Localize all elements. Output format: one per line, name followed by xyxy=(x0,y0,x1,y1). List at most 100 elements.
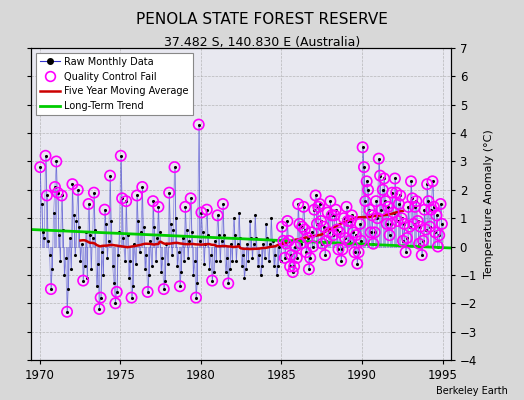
Point xyxy=(133,192,141,199)
Point xyxy=(349,229,357,236)
Point xyxy=(192,294,200,301)
Point xyxy=(325,229,333,236)
Point xyxy=(422,226,430,233)
Point xyxy=(192,294,200,301)
Point xyxy=(168,252,176,258)
Point xyxy=(340,215,348,221)
Point xyxy=(162,240,171,247)
Point xyxy=(311,192,320,199)
Point xyxy=(354,249,363,256)
Point xyxy=(287,252,296,258)
Point xyxy=(189,272,198,278)
Point xyxy=(428,178,436,184)
Point xyxy=(383,221,391,227)
Point xyxy=(385,232,394,238)
Point xyxy=(438,221,446,227)
Point xyxy=(237,263,246,270)
Point xyxy=(353,260,362,267)
Point xyxy=(103,255,112,261)
Point xyxy=(58,192,66,199)
Point xyxy=(263,235,271,241)
Point xyxy=(258,263,266,270)
Point xyxy=(117,152,125,159)
Point xyxy=(337,258,345,264)
Point xyxy=(377,206,386,213)
Point xyxy=(416,224,424,230)
Point xyxy=(122,198,130,204)
Point xyxy=(397,215,406,221)
Point xyxy=(137,229,145,236)
Point xyxy=(381,198,390,204)
Point xyxy=(389,209,398,216)
Point xyxy=(248,255,257,261)
Point xyxy=(216,258,224,264)
Point xyxy=(99,272,107,278)
Point xyxy=(394,218,402,224)
Point xyxy=(151,258,160,264)
Point xyxy=(318,240,326,247)
Point xyxy=(275,243,283,250)
Point xyxy=(127,294,136,301)
Point xyxy=(184,255,192,261)
Point xyxy=(413,218,422,224)
Point xyxy=(423,181,431,187)
Point xyxy=(332,206,340,213)
Point xyxy=(422,226,430,233)
Point xyxy=(372,198,380,204)
Point xyxy=(144,289,152,295)
Point xyxy=(372,198,380,204)
Point xyxy=(94,260,102,267)
Point xyxy=(401,249,410,256)
Point xyxy=(44,238,52,244)
Point xyxy=(107,218,116,224)
Point xyxy=(58,192,66,199)
Point xyxy=(213,212,222,218)
Point xyxy=(212,258,221,264)
Point xyxy=(317,218,325,224)
Point xyxy=(379,187,387,193)
Point xyxy=(290,263,298,270)
Point xyxy=(285,238,293,244)
Point xyxy=(82,229,90,236)
Point xyxy=(286,263,294,270)
Point xyxy=(224,280,233,287)
Point xyxy=(46,252,54,258)
Point xyxy=(139,224,148,230)
Point xyxy=(285,238,293,244)
Point xyxy=(287,252,296,258)
Point xyxy=(434,243,442,250)
Point xyxy=(415,240,423,247)
Point xyxy=(432,212,441,218)
Point xyxy=(204,232,212,238)
Point xyxy=(36,164,45,170)
Point xyxy=(282,240,290,247)
Point xyxy=(333,226,341,233)
Point xyxy=(357,238,365,244)
Point xyxy=(68,181,77,187)
Point xyxy=(364,187,372,193)
Point xyxy=(360,164,368,170)
Point xyxy=(165,190,173,196)
Point xyxy=(352,232,360,238)
Point xyxy=(91,226,100,233)
Point xyxy=(176,283,184,290)
Point xyxy=(138,184,147,190)
Point xyxy=(222,269,230,275)
Point xyxy=(48,266,57,272)
Point xyxy=(400,221,409,227)
Point xyxy=(411,204,419,210)
Point xyxy=(297,240,305,247)
Point xyxy=(165,190,173,196)
Point xyxy=(329,232,337,238)
Point xyxy=(399,238,407,244)
Point xyxy=(51,184,59,190)
Point xyxy=(158,255,167,261)
Point xyxy=(64,286,73,292)
Point xyxy=(68,181,77,187)
Point xyxy=(384,204,392,210)
Point xyxy=(436,201,445,207)
Point xyxy=(301,226,309,233)
Point xyxy=(49,209,58,216)
Point xyxy=(119,235,128,241)
Point xyxy=(197,209,205,216)
